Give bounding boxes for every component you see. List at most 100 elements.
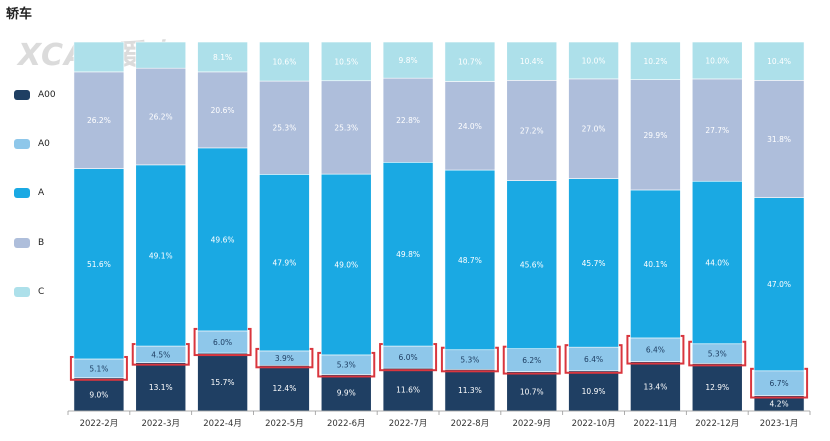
bar-segment-b-2 [135, 67, 187, 166]
data-label-a0-6: 6.0% [399, 353, 418, 362]
bar-segment-c-11 [691, 41, 743, 80]
data-label-c-5: 10.5% [334, 57, 358, 66]
data-label-a00-8: 10.7% [520, 387, 544, 396]
legend-item-c: C [14, 285, 44, 299]
data-label-b-8: 27.2% [520, 126, 544, 135]
data-label-a-4: 47.9% [273, 259, 297, 268]
x-tick-label-4: 2022-5月 [265, 419, 304, 429]
bar-segment-c-12 [753, 41, 805, 81]
bar-segment-c-6 [382, 41, 434, 79]
data-label-a-6: 49.8% [396, 250, 420, 259]
data-label-a0-2: 4.5% [151, 350, 170, 359]
bar-segment-c-3 [197, 41, 248, 73]
bar-segment-c-8 [506, 41, 558, 81]
data-label-a-11: 44.0% [705, 259, 729, 268]
data-label-a00-2: 13.1% [149, 383, 173, 392]
bar-segment-a00-6 [382, 367, 434, 412]
bar-segment-a-1 [73, 168, 125, 360]
data-label-b-2: 26.2% [149, 113, 173, 122]
legend: A00 A0 A B C [14, 0, 74, 441]
data-label-c-10: 10.2% [644, 57, 668, 66]
data-label-b-10: 29.9% [644, 131, 668, 140]
x-tick-label-10: 2022-11月 [633, 419, 677, 429]
bar-segment-a00-1 [73, 377, 125, 412]
x-tick-label-8: 2022-9月 [512, 419, 551, 429]
legend-item-b: B [14, 236, 44, 250]
data-label-a00-1: 9.0% [89, 390, 108, 399]
bar-segment-a00-9 [568, 370, 619, 412]
data-label-a-8: 45.6% [520, 261, 544, 270]
legend-label: C [38, 287, 45, 297]
legend-label: B [38, 238, 45, 248]
bar-segment-b-7 [444, 81, 496, 171]
data-label-b-7: 24.0% [458, 122, 482, 131]
x-tick-label-2: 2022-3月 [141, 419, 180, 429]
data-label-b-6: 22.8% [396, 116, 420, 125]
bar-segment-b-11 [691, 78, 743, 182]
x-tick-label-6: 2022-7月 [389, 419, 428, 429]
legend-swatch [14, 188, 30, 198]
bar-segment-c-1 [73, 41, 125, 73]
data-label-c-12: 10.4% [767, 57, 791, 66]
bar-segment-a-11 [691, 180, 743, 345]
bar-segment-c-7 [444, 41, 496, 82]
legend-swatch [14, 90, 30, 100]
bar-segment-b-8 [506, 80, 558, 181]
data-label-c-11: 10.0% [705, 56, 729, 65]
data-label-a-2: 49.1% [149, 251, 173, 260]
bar-segment-a-8 [506, 180, 558, 350]
bar-segment-a00-11 [691, 363, 743, 412]
data-label-a00-4: 12.4% [273, 384, 297, 393]
data-label-a0-3: 6.0% [213, 338, 232, 347]
x-tick-label-11: 2022-12月 [695, 419, 739, 429]
data-label-c-7: 10.7% [458, 58, 482, 67]
bar-segment-a-9 [568, 178, 619, 348]
legend-label: A [38, 188, 45, 198]
data-label-a00-6: 11.6% [396, 386, 420, 395]
data-label-b-4: 25.3% [273, 124, 297, 133]
bar-segment-a-4 [259, 174, 310, 352]
bar-segment-c-2 [135, 41, 187, 69]
bar-segment-a0-12 [753, 370, 805, 396]
bar-segment-c-5 [320, 41, 372, 82]
bar-segment-c-10 [630, 41, 681, 80]
legend-label: A0 [38, 139, 50, 149]
data-label-a0-1: 5.1% [89, 364, 108, 373]
data-label-a0-5: 5.3% [337, 361, 356, 370]
legend-swatch [14, 238, 30, 248]
legend-label: A00 [38, 90, 56, 100]
data-label-c-8: 10.4% [520, 57, 544, 66]
data-label-a0-9: 6.4% [584, 355, 603, 364]
data-label-b-12: 31.8% [767, 135, 791, 144]
data-label-a0-10: 6.4% [646, 346, 665, 355]
data-label-a-1: 51.6% [87, 260, 111, 269]
bar-segment-c-4 [259, 41, 310, 82]
bar-segment-a00-3 [197, 352, 248, 412]
data-label-a-9: 45.7% [582, 259, 606, 268]
bar-segment-b-10 [630, 79, 681, 191]
data-label-a00-5: 9.9% [337, 389, 356, 398]
legend-item-a00: A00 [14, 88, 56, 102]
bar-segment-a00-7 [444, 369, 496, 412]
legend-swatch [14, 139, 30, 149]
data-label-a-5: 49.0% [334, 261, 358, 270]
data-label-a00-7: 11.3% [458, 386, 482, 395]
data-label-c-4: 10.6% [273, 58, 297, 67]
bar-segment-a-3 [197, 147, 248, 332]
legend-swatch [14, 287, 30, 297]
bar-segment-b-3 [197, 71, 248, 149]
data-label-b-9: 27.0% [582, 125, 606, 134]
bar-segment-c-9 [568, 41, 619, 80]
bar-segment-b-12 [753, 80, 805, 198]
x-tick-label-1: 2022-2月 [80, 419, 119, 429]
data-label-a-12: 47.0% [767, 280, 791, 289]
x-tick-label-12: 2023-1月 [760, 419, 799, 429]
data-label-a00-3: 15.7% [211, 378, 235, 387]
data-label-b-3: 20.6% [211, 106, 235, 115]
data-label-a00-9: 10.9% [582, 387, 606, 396]
x-tick-label-5: 2022-6月 [327, 419, 366, 429]
data-label-a00-11: 12.9% [705, 383, 729, 392]
data-label-a-7: 48.7% [458, 256, 482, 265]
x-tick-label-9: 2022-10月 [572, 419, 616, 429]
